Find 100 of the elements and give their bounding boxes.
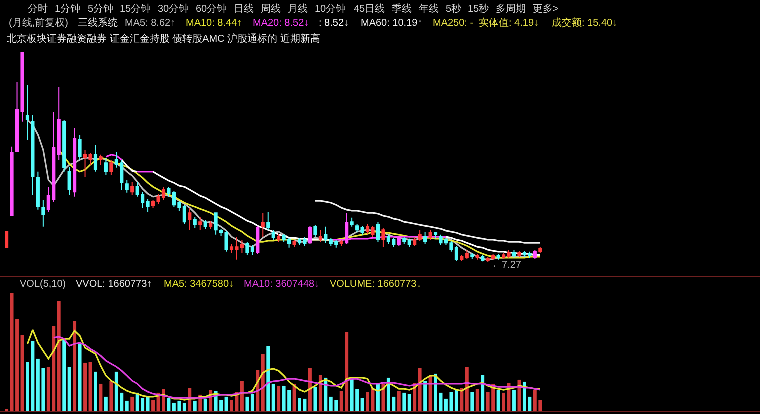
text: 1分钟: [55, 3, 81, 15]
candlestick: [434, 231, 438, 240]
bar: [130, 396, 134, 411]
candlestick: [209, 220, 213, 230]
candlestick: [5, 231, 9, 248]
text: 多周期: [496, 3, 526, 15]
bar: [182, 402, 186, 411]
candlestick: [78, 134, 82, 160]
chart-title: (月线,前复权): [9, 17, 68, 29]
bar: [481, 375, 485, 411]
bar: [318, 375, 322, 411]
candlestick: [350, 217, 354, 228]
candlestick: [340, 239, 344, 247]
candlestick: [397, 235, 401, 247]
bar: [434, 374, 438, 411]
candlestick: [481, 254, 485, 262]
bar: [125, 400, 129, 411]
bar: [424, 381, 428, 411]
candlestick: [428, 230, 432, 240]
text: 15秒: [468, 3, 490, 15]
candlestick: [110, 159, 114, 176]
candlestick: [382, 227, 386, 248]
candlestick: [345, 212, 349, 244]
bar: [277, 386, 281, 411]
text: : 8.52↓: [319, 18, 350, 29]
bar: [84, 362, 87, 411]
bar: [408, 394, 412, 411]
candlestick: [314, 224, 318, 238]
candlestick: [266, 212, 270, 231]
text: 10分钟: [315, 3, 346, 15]
bar: [402, 392, 406, 411]
bar: [146, 396, 150, 411]
candlestick: [470, 252, 474, 260]
candlestick: [418, 230, 422, 242]
candlestick: [272, 230, 276, 240]
candlestick: [476, 254, 480, 260]
text: MA250: -: [433, 18, 474, 29]
bar: [476, 389, 480, 411]
candlestick: [94, 144, 98, 172]
text: 15分钟: [120, 3, 152, 15]
candlestick: [533, 250, 537, 260]
text: 60分钟: [196, 3, 228, 15]
candlestick: [256, 226, 260, 255]
bar: [193, 400, 197, 411]
candlestick: [360, 226, 364, 236]
text: MA5: 8.62↑: [125, 18, 176, 29]
candlestick: [62, 120, 66, 172]
candlestick: [193, 216, 197, 228]
candlestick: [465, 250, 469, 260]
candlestick: [376, 222, 380, 243]
bar: [502, 392, 506, 411]
text: MA10: 3607448↓: [244, 279, 320, 290]
candlestick: [292, 239, 296, 248]
bar: [360, 398, 364, 411]
text: 更多>: [533, 3, 559, 15]
text: MA20: 8.52↓: [253, 18, 310, 29]
candlestick: [68, 166, 72, 196]
candlestick: [250, 244, 254, 256]
bar: [308, 368, 312, 411]
candlestick: [408, 238, 412, 248]
text: 周线: [261, 3, 281, 15]
candlestick: [99, 154, 103, 166]
text: 成交额: 15.40↓: [552, 17, 618, 29]
candlestick: [413, 238, 417, 247]
candlestick: [204, 220, 208, 230]
text: 30分钟: [158, 3, 190, 15]
text: 分时: [28, 3, 48, 15]
candlestick: [104, 158, 108, 176]
text: MA5: 3467580↓: [164, 279, 234, 290]
bar: [78, 343, 82, 411]
bar: [261, 354, 265, 411]
bar: [366, 392, 370, 411]
candlestick: [402, 236, 406, 244]
candlestick: [146, 198, 150, 213]
candlestick: [460, 254, 464, 262]
candlestick: [73, 128, 77, 198]
text: MA10: 8.44↑: [186, 18, 242, 29]
bar: [272, 384, 276, 411]
candlestick: [308, 226, 312, 244]
text: 季线: [392, 3, 412, 15]
candlestick: [10, 146, 14, 217]
text: 45日线: [354, 3, 386, 15]
bar: [73, 320, 77, 411]
bar: [512, 390, 516, 411]
bar: [465, 366, 469, 411]
bar: [230, 400, 234, 411]
candlestick: [277, 234, 281, 243]
bar: [314, 387, 318, 411]
bar: [99, 384, 103, 411]
bar: [298, 398, 302, 411]
chart-title: VOL(5,10): [20, 279, 66, 290]
text: 5秒: [446, 3, 462, 15]
candlestick: [57, 86, 61, 160]
bar: [68, 366, 72, 411]
candlestick: [324, 226, 328, 244]
candlestick: [125, 180, 129, 194]
bar: [428, 376, 432, 411]
bar: [246, 396, 250, 411]
bar: [250, 394, 254, 411]
candlestick: [188, 208, 192, 231]
